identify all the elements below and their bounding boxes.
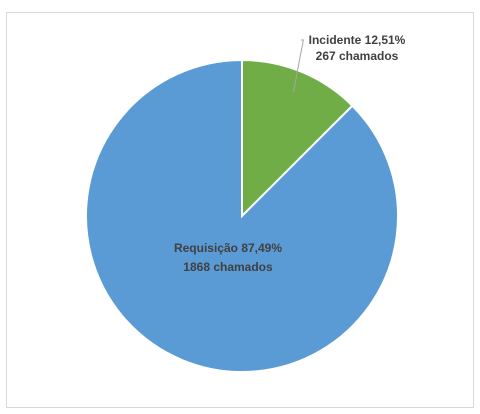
leader-line-incidente [292, 39, 304, 93]
data-label-requisicao-count: 1868 chamados [183, 260, 273, 274]
data-labels: Incidente 12,51% 267 chamados Requisição… [174, 33, 406, 274]
pie-slice-incidente [241, 58, 354, 219]
data-label-incidente-count: 267 chamados [316, 49, 399, 63]
leader-lines [292, 39, 304, 93]
data-label-requisicao-percent: Requisição 87,49% [174, 241, 282, 255]
pie-slices [85, 58, 399, 373]
pie-chart: Incidente 12,51% 267 chamados Requisição… [85, 33, 406, 373]
chart-frame: Incidente 12,51% 267 chamados Requisição… [6, 12, 474, 408]
pie-slice-requisicao [85, 58, 399, 373]
data-label-incidente-percent: Incidente 12,51% [309, 33, 406, 47]
